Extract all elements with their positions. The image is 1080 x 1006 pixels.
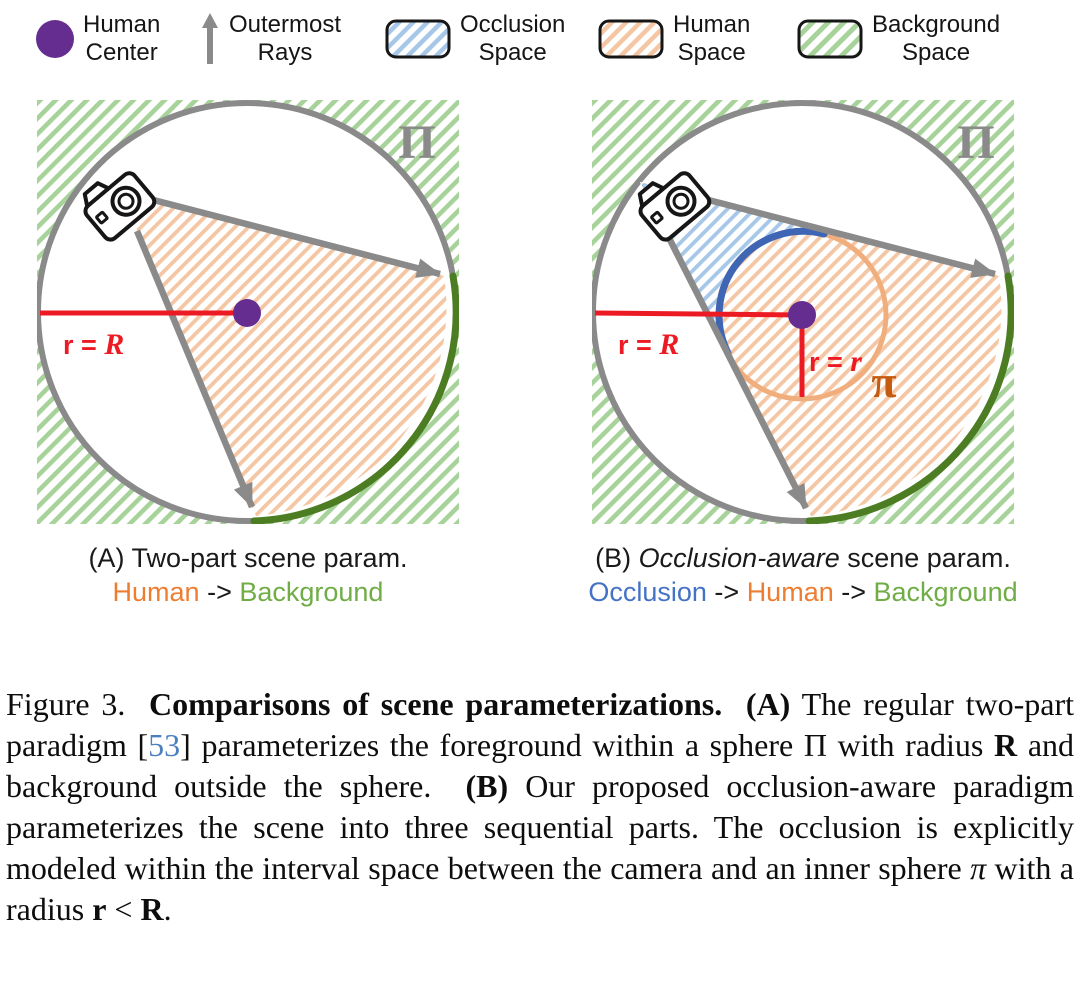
camera-icon [82, 171, 157, 242]
text-segment: Background [873, 577, 1018, 607]
legend-item-human-space: Human Space [598, 6, 750, 72]
text-segment: . [163, 891, 172, 927]
human-space-cone [121, 192, 447, 516]
outermost-ray-lower [134, 229, 255, 509]
text-segment: Human [112, 577, 200, 607]
legend-label: Human Center [83, 11, 160, 67]
legend-item-outermost-rays: Outermost Rays [200, 6, 341, 72]
diagram-a-caption: (A) Two-part scene param. Human -> Backg… [27, 541, 469, 609]
figure-caption: Figure 3. Comparisons of scene parameter… [6, 684, 1074, 930]
text-segment: ] parameterizes the foreground within a … [180, 727, 995, 763]
occlusion-space-swatch-icon [385, 19, 451, 59]
legend-label: Occlusion Space [460, 11, 565, 67]
outermost-surface-arc [250, 272, 459, 524]
legend-label-line: Human [673, 11, 751, 38]
diagram-b-occlusion-aware: r = R r = r π Π [592, 100, 1014, 524]
text-segment: Our proposed occlusion-aware paradigm pa… [6, 768, 1075, 886]
text-segment: with a radius [6, 850, 1075, 927]
legend-item-occlusion-space: Occlusion Space [385, 6, 565, 72]
text-segment: -> [833, 577, 874, 607]
legend-label-line: Outermost [229, 11, 342, 38]
human-center-dot-icon [36, 20, 74, 58]
text-segment: r [92, 891, 107, 927]
outermost-ray-upper [692, 192, 996, 278]
text-segment: R [994, 727, 1018, 763]
diagram-b-caption-title: (B) Occlusion-aware scene param. [564, 541, 1042, 575]
text-segment: scene param. [839, 543, 1011, 573]
text-segment: Human [746, 577, 834, 607]
text-segment: Background [239, 577, 384, 607]
text-segment: -> [199, 577, 240, 607]
text-segment: Figure 3. [6, 686, 150, 722]
outermost-rays-arrow-icon [202, 13, 218, 64]
legend-item-background-space: Background Space [797, 6, 1000, 72]
legend-label-line: Background [872, 11, 1001, 38]
diagram-b-caption: (B) Occlusion-aware scene param. Occlusi… [564, 541, 1042, 609]
text-segment: and background outside the sphere. [6, 727, 1075, 804]
human-center-dot [788, 301, 816, 329]
legend-label: Background Space [872, 11, 1000, 67]
text-segment: < [106, 891, 141, 927]
legend-label: Outermost Rays [229, 11, 341, 67]
text-segment: R [140, 891, 164, 927]
outermost-ray-lower [665, 234, 809, 510]
human-space-swatch-icon [598, 19, 664, 59]
outer-sphere-label: Π [398, 116, 435, 169]
text-segment: π [970, 850, 987, 886]
legend-label: Human Space [673, 11, 750, 67]
legend-item-human-center: Human Center [36, 6, 160, 72]
legend-label-line: Space [677, 39, 746, 66]
outermost-ray-upper [137, 192, 441, 278]
text-segment: Comparisons of scene parameterizations. [149, 686, 723, 722]
text-segment: Occlusion-aware [638, 543, 840, 573]
legend-label-line: Space [902, 39, 971, 66]
legend-label-line: Space [478, 39, 547, 66]
text-segment: -> [706, 577, 747, 607]
radius-label-R: r = R [63, 328, 124, 361]
text-segment: (B) [465, 768, 509, 804]
human-center-dot [233, 299, 261, 327]
diagram-a-caption-sequence: Human -> Background [27, 575, 469, 609]
outer-sphere-label: Π [957, 116, 994, 169]
text-segment: Occlusion [588, 577, 707, 607]
inner-sphere-label: π [871, 356, 896, 407]
radius-label-r: r = r [809, 345, 862, 378]
inner-sphere-occlusion-arc [715, 227, 828, 357]
legend-label-line: Center [85, 39, 158, 66]
background-space-swatch-icon [797, 19, 863, 59]
text-segment: (A) Two-part scene param. [88, 543, 408, 573]
text-segment: (B) [595, 543, 639, 573]
text-segment: (A) [745, 686, 791, 722]
diagram-a-two-part: r = R Π [37, 100, 459, 524]
radius-label-R: r = R [618, 328, 679, 361]
outermost-surface-arc [805, 272, 1014, 524]
radius-line-R [594, 310, 803, 318]
legend-label-line: Rays [257, 39, 313, 66]
diagram-b-caption-sequence: Occlusion -> Human -> Background [564, 575, 1042, 609]
legend-label-line: Occlusion [460, 11, 566, 38]
text-segment: The regular two-part paradigm [ [6, 686, 1075, 763]
text-segment [722, 686, 746, 722]
diagram-a-caption-title: (A) Two-part scene param. [27, 541, 469, 575]
legend-label-line: Human [83, 11, 161, 38]
citation-link[interactable]: 53 [148, 727, 181, 763]
camera-icon [637, 171, 712, 242]
